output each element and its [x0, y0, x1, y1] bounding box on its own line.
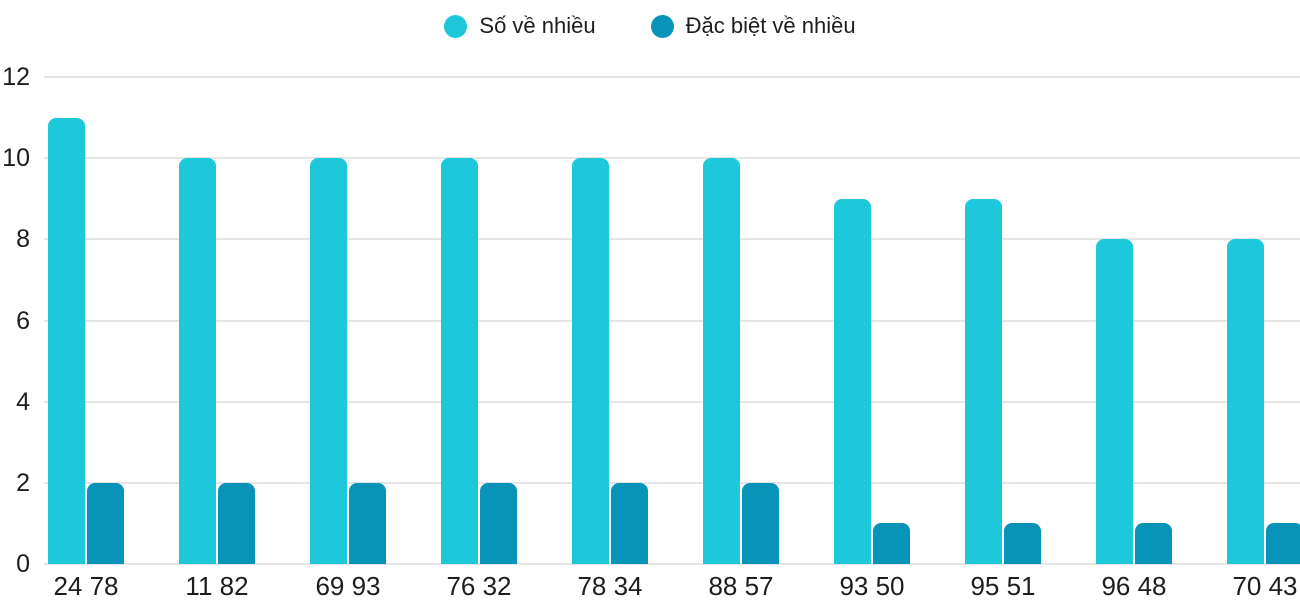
bar-secondary: [1266, 523, 1300, 564]
gridline: [44, 563, 1300, 565]
bar-primary: [834, 198, 871, 564]
gridline: [44, 319, 1300, 322]
bar-secondary: [611, 482, 648, 564]
x-tick-label: 95 51: [970, 571, 1036, 600]
gridline: [44, 157, 1300, 160]
bar-secondary: [1135, 523, 1172, 564]
gridline: [44, 481, 1300, 484]
x-tick-label: 93 50: [839, 571, 905, 600]
bar-primary: [1096, 239, 1133, 564]
legend-label: Đặc biệt về nhiều: [685, 13, 856, 38]
legend-dot-icon: [650, 14, 674, 38]
bar-secondary: [742, 482, 779, 564]
y-tick-label: 2: [16, 468, 30, 497]
y-tick-label: 0: [16, 550, 30, 578]
x-tick-label: 70 43: [1232, 571, 1298, 600]
y-tick-label: 10: [2, 144, 30, 173]
legend-item[interactable]: Số về nhiều: [444, 13, 596, 39]
bar-primary: [441, 158, 478, 564]
legend-label: Số về nhiều: [479, 13, 596, 38]
gridline: [44, 76, 1300, 78]
bar-secondary: [873, 523, 910, 564]
bar-secondary: [1004, 523, 1041, 564]
bar-primary: [310, 158, 347, 564]
x-tick-label: 78 34: [577, 571, 643, 600]
x-tick-label: 96 48: [1101, 571, 1167, 600]
y-tick-label: 12: [2, 63, 30, 91]
legend-dot-icon: [444, 14, 468, 38]
x-tick-label: 88 57: [708, 571, 774, 600]
y-tick-label: 8: [16, 225, 30, 254]
bar-primary: [179, 158, 216, 564]
bar-primary: [965, 198, 1002, 564]
bar-primary: [703, 158, 740, 564]
x-tick-label: 24 78: [53, 571, 119, 600]
bar-primary: [572, 158, 609, 564]
gridline: [44, 400, 1300, 403]
chart-legend: Số về nhiều Đặc biệt về nhiều: [0, 13, 1300, 39]
legend-item[interactable]: Đặc biệt về nhiều: [650, 13, 856, 39]
bar-primary: [1227, 239, 1264, 564]
bar-secondary: [218, 482, 255, 564]
y-tick-label: 4: [16, 387, 30, 416]
x-tick-label: 76 32: [446, 571, 512, 600]
bar-secondary: [480, 482, 517, 564]
gridline: [44, 238, 1300, 241]
x-tick-label: 69 93: [315, 571, 381, 600]
bar-secondary: [349, 482, 386, 564]
y-tick-label: 6: [16, 306, 30, 335]
bar-primary: [48, 117, 85, 564]
bar-secondary: [87, 482, 124, 564]
x-tick-label: 11 82: [185, 571, 249, 600]
